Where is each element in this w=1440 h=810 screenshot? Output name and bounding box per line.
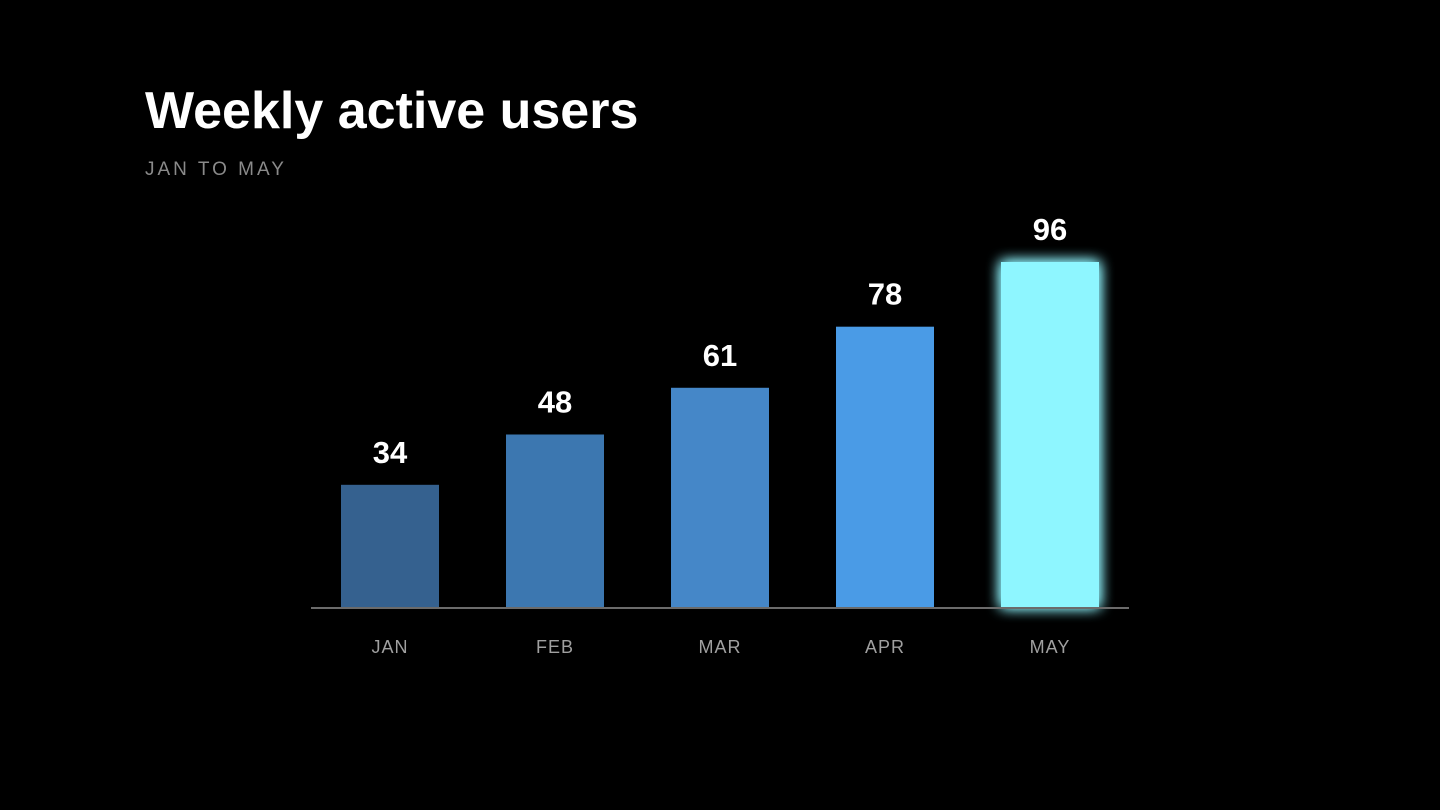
value-label-apr: 78 bbox=[868, 277, 902, 312]
value-label-mar: 61 bbox=[703, 338, 737, 373]
value-label-feb: 48 bbox=[538, 385, 572, 420]
bar-feb bbox=[506, 434, 604, 607]
value-label-jan: 34 bbox=[373, 435, 408, 470]
x-tick-label-feb: FEB bbox=[536, 637, 574, 657]
bar-mar bbox=[671, 387, 769, 607]
bar-jan bbox=[341, 484, 439, 607]
value-label-may: 96 bbox=[1033, 212, 1067, 247]
x-tick-label-may: MAY bbox=[1030, 637, 1071, 657]
bar-apr bbox=[836, 326, 934, 607]
x-tick-label-jan: JAN bbox=[371, 637, 408, 657]
chart-title: Weekly active users bbox=[145, 82, 639, 140]
labels-group: 34 JAN 48 FEB 61 MAR 78 APR 96 MAY bbox=[371, 212, 1071, 657]
x-tick-label-mar: MAR bbox=[699, 637, 742, 657]
bar-may bbox=[1001, 262, 1099, 607]
chart-subtitle: JAN TO MAY bbox=[145, 159, 287, 180]
x-tick-label-apr: APR bbox=[865, 637, 905, 657]
bars-group bbox=[341, 262, 1099, 607]
